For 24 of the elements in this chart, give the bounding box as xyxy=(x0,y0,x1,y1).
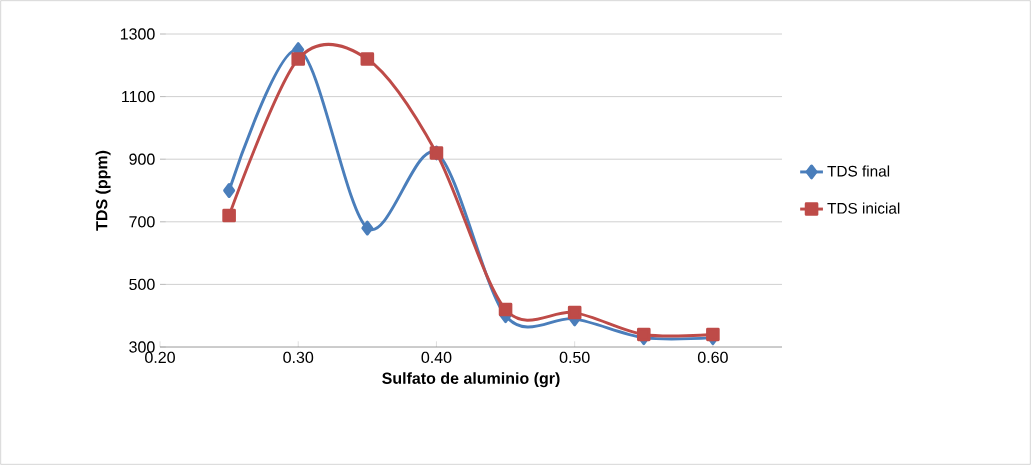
point xyxy=(222,208,236,223)
point xyxy=(706,327,720,342)
y-tick-label: 300 xyxy=(129,341,155,353)
x-tick-label: 0.50 xyxy=(559,351,590,364)
y-tick-label: 900 xyxy=(129,153,155,165)
x-tick-label: 0.40 xyxy=(421,351,452,364)
point xyxy=(291,52,306,66)
legend-label: TDS final xyxy=(827,165,890,177)
point xyxy=(361,220,374,236)
x-tick-label: 0.20 xyxy=(145,351,175,364)
y-axis-title: TDS (ppm) xyxy=(95,150,111,231)
point xyxy=(498,302,513,317)
point xyxy=(567,305,582,320)
point xyxy=(360,52,375,66)
y-tick-label: 700 xyxy=(129,216,155,228)
y-tick-label: 500 xyxy=(129,278,155,291)
point xyxy=(223,183,236,198)
point xyxy=(636,327,651,342)
x-axis-title: Sulfato de aluminio (gr) xyxy=(382,372,560,388)
x-tick-label: 0.60 xyxy=(697,351,728,364)
y-tick-label: 1300 xyxy=(120,28,155,40)
x-tick-label: 0.30 xyxy=(283,351,314,364)
y-tick-label: 1100 xyxy=(122,90,155,103)
legend-label: TDS inicial xyxy=(827,202,900,214)
